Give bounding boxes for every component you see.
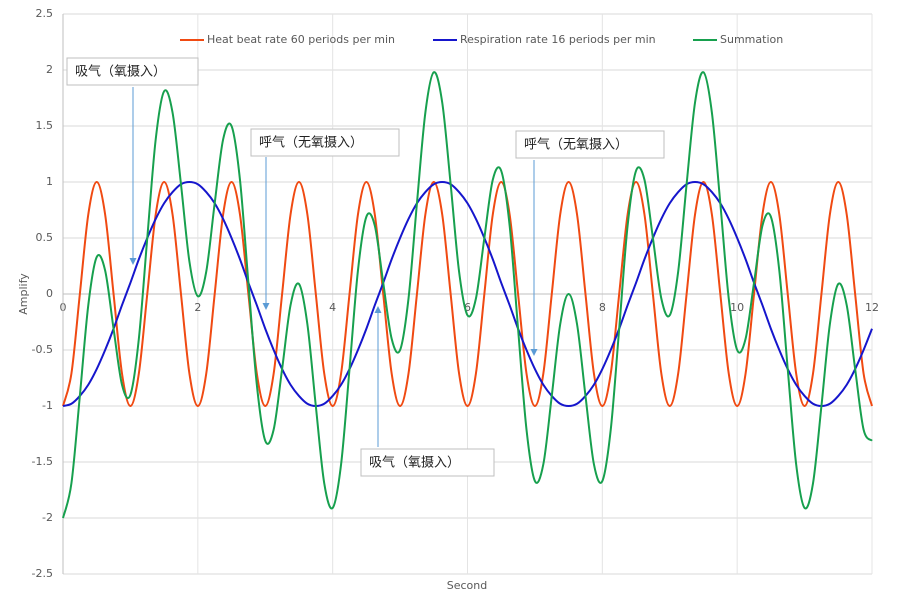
annotation-text: 呼气（无氧摄入） (524, 137, 628, 153)
x-tick-label: 8 (599, 301, 606, 314)
series-line (62, 180, 873, 408)
annotation-box (515, 130, 665, 159)
x-tick-label: 10 (730, 301, 744, 314)
x-tick-label: 4 (329, 301, 336, 314)
y-tick-label: -2.5 (32, 567, 53, 580)
annotation-arrowhead (129, 258, 137, 265)
annotation-box (360, 448, 495, 477)
annotation-arrowhead (530, 349, 538, 356)
annotation-text: 呼气（无氧摄入） (259, 135, 363, 151)
annotation-text: 吸气（氧摄入） (75, 64, 166, 80)
x-tick-label: 12 (865, 301, 879, 314)
y-tick-label: 2 (46, 63, 53, 76)
y-tick-label: -0.5 (32, 343, 53, 356)
series-line (62, 180, 873, 408)
legend-label: Respiration rate 16 periods per min (460, 33, 656, 46)
annotation-box (66, 57, 199, 86)
y-tick-label: 2.5 (36, 7, 54, 20)
y-tick-label: 0.5 (36, 231, 54, 244)
y-tick-label: 1.5 (36, 119, 54, 132)
y-tick-label: 0 (46, 287, 53, 300)
x-axis-label: Second (447, 579, 487, 592)
legend-label: Heat beat rate 60 periods per min (207, 33, 395, 46)
annotation-arrowhead (374, 306, 382, 313)
annotation-box (250, 128, 400, 157)
x-tick-label: 2 (194, 301, 201, 314)
x-tick-label: 6 (464, 301, 471, 314)
series-line (62, 71, 873, 519)
annotation-text: 吸气（氧摄入） (369, 455, 460, 471)
y-tick-label: 1 (46, 175, 53, 188)
legend-label: Summation (720, 33, 783, 46)
y-axis-label: Amplify (17, 273, 30, 315)
y-tick-label: -1 (42, 399, 53, 412)
annotation-arrowhead (262, 303, 270, 310)
y-tick-label: -1.5 (32, 455, 53, 468)
y-tick-label: -2 (42, 511, 53, 524)
